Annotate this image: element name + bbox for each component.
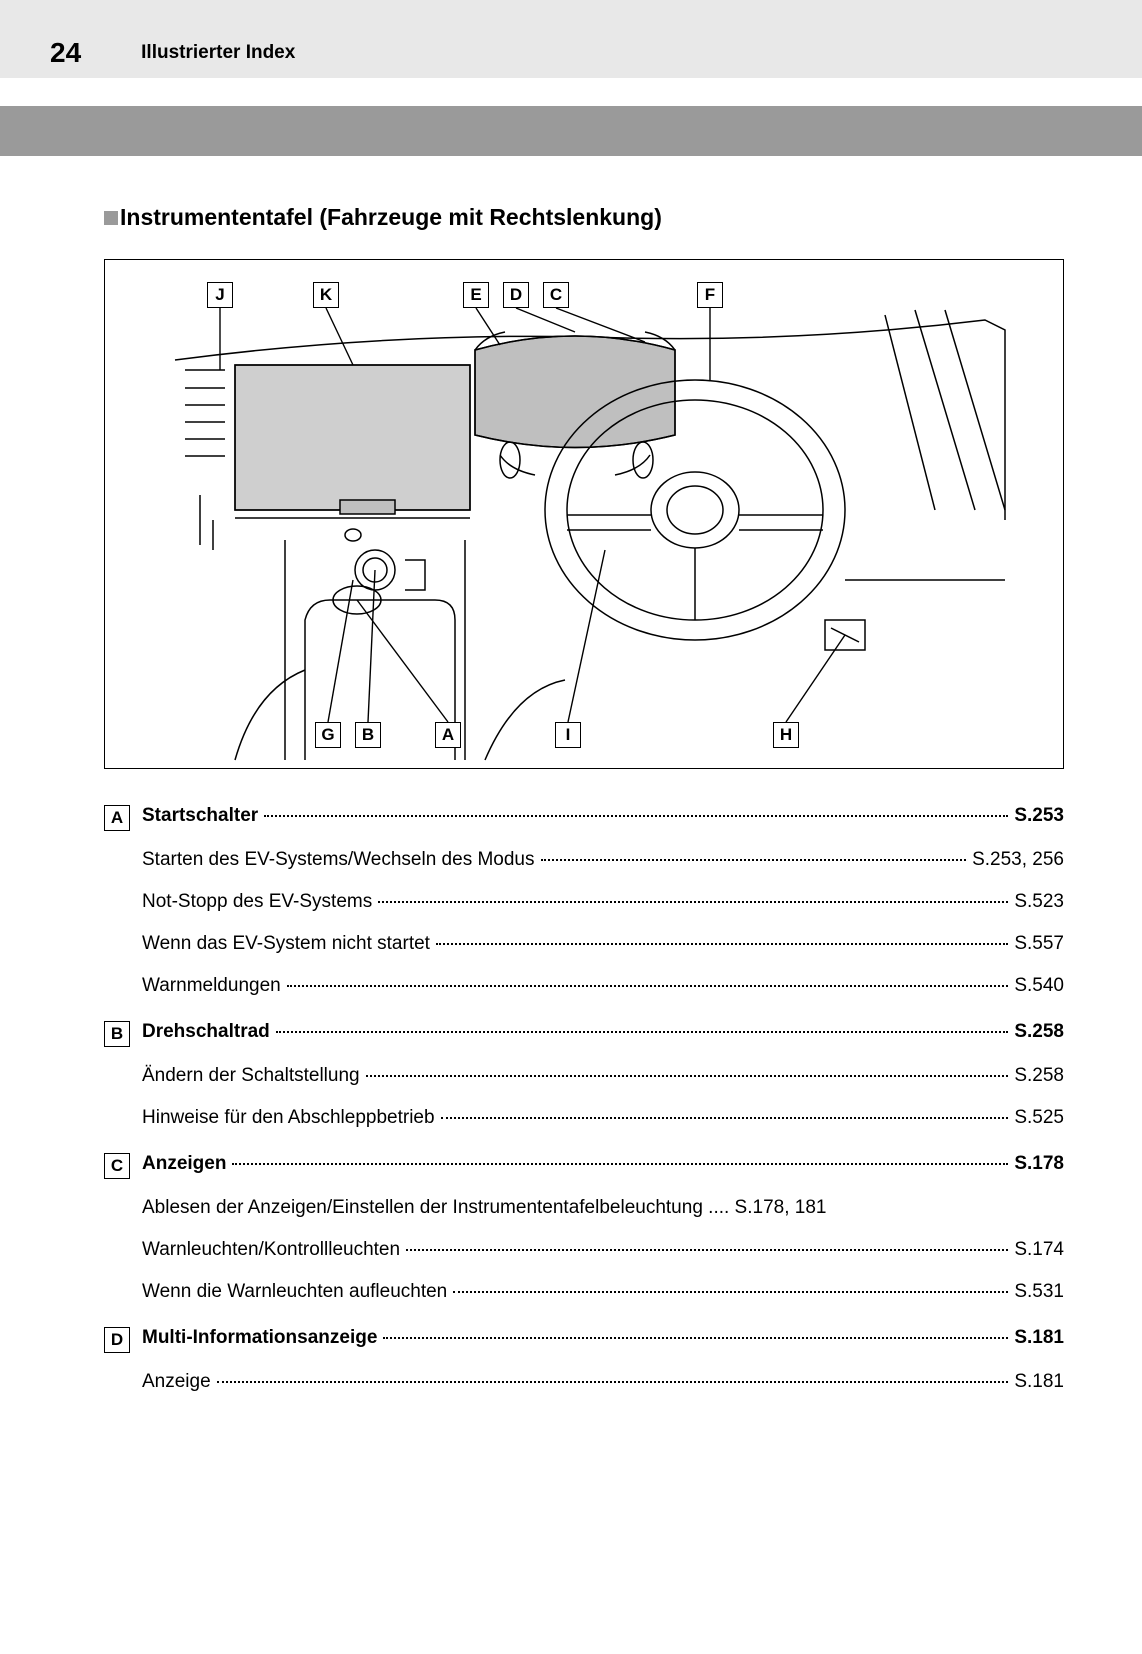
page-header: 24 Illustrierter Index [0, 0, 1142, 78]
index-sub-page: S.525 [1014, 1107, 1064, 1129]
leader-dots [217, 1381, 1009, 1383]
index-sub-label: Anzeige [142, 1371, 211, 1393]
index-sub-row: Ändern der Schaltstellung S.258 [104, 1065, 1064, 1087]
callout-k: K [313, 282, 339, 308]
index-sub-page: S.258 [1014, 1065, 1064, 1087]
index-sub-row: Ablesen der Anzeigen/Einstellen der Inst… [104, 1197, 1064, 1219]
index-sub-label: Warnmeldungen [142, 975, 281, 997]
index-sub-page: S.523 [1014, 891, 1064, 913]
dashboard-illustration [105, 260, 1061, 766]
section-heading-text: Instrumententafel (Fahrzeuge mit Rechtsl… [120, 204, 662, 231]
callout-d: D [503, 282, 529, 308]
index-sub-label: Starten des EV-Systems/Wechseln des Modu… [142, 849, 535, 871]
index-sub-label: Wenn die Warnleuchten aufleuchten [142, 1281, 447, 1303]
header-accent-bar [0, 106, 1142, 156]
callout-f: F [697, 282, 723, 308]
callout-g: G [315, 722, 341, 748]
index-sub-row: Starten des EV-Systems/Wechseln des Modu… [104, 849, 1064, 871]
index-sub-label: Not-Stopp des EV-Systems [142, 891, 372, 913]
leader-dots [378, 901, 1008, 903]
leader-dots [436, 943, 1008, 945]
leader-dots [383, 1337, 1008, 1339]
callout-e: E [463, 282, 489, 308]
leader-dots [406, 1249, 1008, 1251]
index-main-label: Startschalter [142, 805, 258, 827]
index-letter-box: B [104, 1021, 130, 1047]
index-main-page: S.181 [1014, 1327, 1064, 1349]
index-sub-label: Hinweise für den Abschleppbetrieb [142, 1107, 435, 1129]
leader-dots [366, 1075, 1009, 1077]
index-sub-page: S.181 [1014, 1371, 1064, 1393]
dashboard-diagram: J K EDC F GB A I H [104, 259, 1064, 769]
callout-j: J [207, 282, 233, 308]
callout-c: C [543, 282, 569, 308]
callout-h: H [773, 722, 799, 748]
index-sub-page: S.531 [1014, 1281, 1064, 1303]
index-main-page: S.178 [1014, 1153, 1064, 1175]
index-sub-page: S.174 [1014, 1239, 1064, 1261]
section-heading: Instrumententafel (Fahrzeuge mit Rechtsl… [104, 204, 1072, 231]
index-sub-row: Wenn die Warnleuchten aufleuchten S.531 [104, 1281, 1064, 1303]
leader-dots [276, 1031, 1009, 1033]
index-sub-row: Anzeige S.181 [104, 1371, 1064, 1393]
index-letter-box: A [104, 805, 130, 831]
callout-a: A [435, 722, 461, 748]
index-sub-row: Warnmeldungen S.540 [104, 975, 1064, 997]
index-letter-box: D [104, 1327, 130, 1353]
index-sub-page: S.540 [1014, 975, 1064, 997]
leader-dots [287, 985, 1009, 987]
callout-b: B [355, 722, 381, 748]
index-list: A Startschalter S.253 Starten des EV-System… [104, 803, 1064, 1393]
leader-dots [264, 815, 1008, 817]
index-main-row: A Startschalter S.253 [104, 803, 1064, 829]
index-sub-label: Ablesen der Anzeigen/Einstellen der Inst… [142, 1197, 826, 1219]
index-main-label: Multi-Informationsanzeige [142, 1327, 377, 1349]
index-main-label: Anzeigen [142, 1153, 226, 1175]
index-sub-page: S.253, 256 [972, 849, 1064, 871]
leader-dots [232, 1163, 1008, 1165]
index-sub-row: Wenn das EV-System nicht startet S.557 [104, 933, 1064, 955]
index-main-row: C Anzeigen S.178 [104, 1151, 1064, 1177]
index-sub-label: Warnleuchten/Kontrollleuchten [142, 1239, 400, 1261]
index-sub-row: Hinweise für den Abschleppbetrieb S.525 [104, 1107, 1064, 1129]
index-main-page: S.258 [1014, 1021, 1064, 1043]
index-sub-row: Warnleuchten/Kontrollleuchten S.174 [104, 1239, 1064, 1261]
running-title: Illustrierter Index [141, 42, 295, 64]
index-sub-label: Ändern der Schaltstellung [142, 1065, 360, 1087]
leader-dots [541, 859, 967, 861]
index-sub-row: Not-Stopp des EV-Systems S.523 [104, 891, 1064, 913]
index-main-page: S.253 [1014, 805, 1064, 827]
index-main-row: B Drehschaltrad S.258 [104, 1019, 1064, 1045]
index-sub-label: Wenn das EV-System nicht startet [142, 933, 430, 955]
square-bullet-icon [104, 211, 118, 225]
page-number: 24 [50, 37, 81, 69]
leader-dots [441, 1117, 1009, 1119]
leader-dots [453, 1291, 1008, 1293]
index-sub-page: S.557 [1014, 933, 1064, 955]
index-main-label: Drehschaltrad [142, 1021, 270, 1043]
callout-i: I [555, 722, 581, 748]
index-main-row: D Multi-Informationsanzeige S.181 [104, 1325, 1064, 1351]
index-letter-box: C [104, 1153, 130, 1179]
